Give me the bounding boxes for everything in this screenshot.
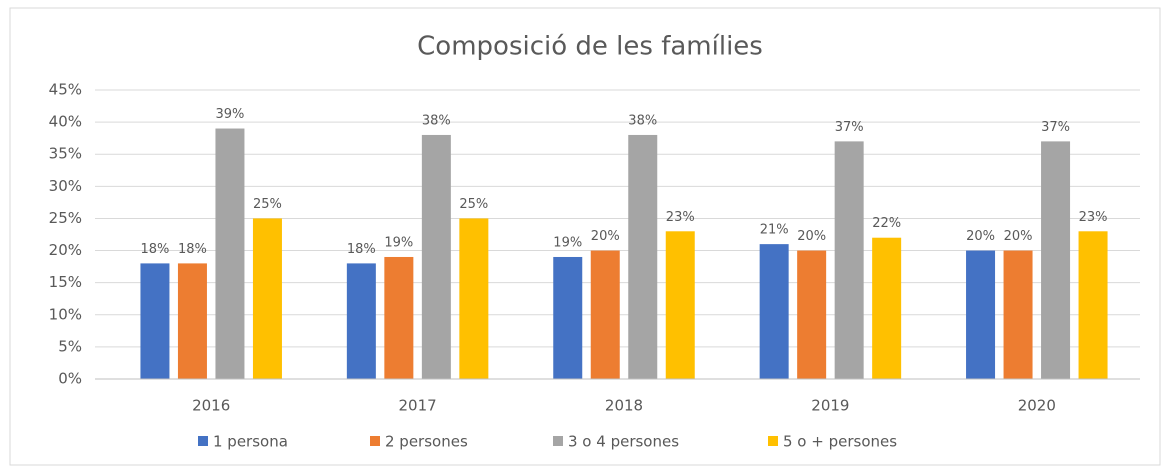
- value-label: 20%: [591, 229, 620, 244]
- bar: [459, 218, 489, 379]
- value-label: 18%: [140, 242, 169, 257]
- bar: [384, 256, 414, 379]
- y-tick-label: 25%: [49, 209, 82, 227]
- value-label: 37%: [835, 120, 864, 135]
- y-tick-label: 5%: [58, 337, 82, 355]
- bar: [553, 256, 583, 379]
- value-label: 38%: [628, 113, 657, 128]
- value-label: 23%: [1079, 210, 1108, 225]
- legend-swatch: [198, 436, 208, 446]
- bar: [759, 244, 789, 379]
- bar: [140, 263, 170, 379]
- bar: [421, 134, 451, 379]
- y-tick-label: 20%: [49, 241, 82, 259]
- bar: [665, 231, 695, 379]
- y-tick-label: 30%: [49, 177, 82, 195]
- bar: [797, 250, 827, 379]
- legend-swatch: [370, 436, 380, 446]
- legend-swatch: [553, 436, 563, 446]
- bar: [177, 263, 207, 379]
- legend-label: 1 persona: [213, 433, 288, 451]
- legend-label: 2 persones: [385, 433, 468, 451]
- y-tick-label: 10%: [49, 305, 82, 323]
- value-label: 19%: [384, 235, 413, 250]
- x-tick-label: 2020: [1018, 397, 1056, 415]
- bar: [1041, 141, 1071, 379]
- value-label: 39%: [215, 107, 244, 122]
- bar: [1078, 231, 1108, 379]
- value-label: 37%: [1041, 120, 1070, 135]
- y-tick-label: 15%: [49, 273, 82, 291]
- bar: [1003, 250, 1033, 379]
- value-label: 38%: [422, 113, 451, 128]
- value-label: 19%: [553, 235, 582, 250]
- y-tick-label: 40%: [49, 113, 82, 131]
- value-label: 23%: [666, 210, 695, 225]
- bar: [346, 263, 376, 379]
- bar: [628, 134, 658, 379]
- x-tick-label: 2016: [192, 397, 230, 415]
- value-label: 25%: [459, 197, 488, 212]
- value-label: 20%: [797, 229, 826, 244]
- chart-border: [9, 7, 1161, 466]
- x-tick-label: 2019: [811, 397, 849, 415]
- bar: [252, 218, 282, 379]
- value-label: 22%: [872, 216, 901, 231]
- legend-label: 3 o 4 persones: [568, 433, 679, 451]
- value-label: 20%: [966, 229, 995, 244]
- bar: [215, 128, 245, 379]
- value-label: 25%: [253, 197, 282, 212]
- bar: [966, 250, 996, 379]
- value-label: 18%: [178, 242, 207, 257]
- x-tick-label: 2018: [605, 397, 643, 415]
- y-tick-label: 0%: [58, 370, 82, 388]
- value-label: 18%: [347, 242, 376, 257]
- bar: [590, 250, 620, 379]
- x-tick-label: 2017: [399, 397, 437, 415]
- legend-swatch: [768, 436, 778, 446]
- y-tick-label: 35%: [49, 145, 82, 163]
- y-tick-label: 45%: [49, 81, 82, 99]
- chart-title: Composició de les famílies: [417, 32, 763, 62]
- legend-label: 5 o + persones: [783, 433, 897, 451]
- bar: [834, 141, 864, 379]
- bar: [872, 237, 902, 379]
- value-label: 20%: [1004, 229, 1033, 244]
- value-label: 21%: [760, 223, 789, 238]
